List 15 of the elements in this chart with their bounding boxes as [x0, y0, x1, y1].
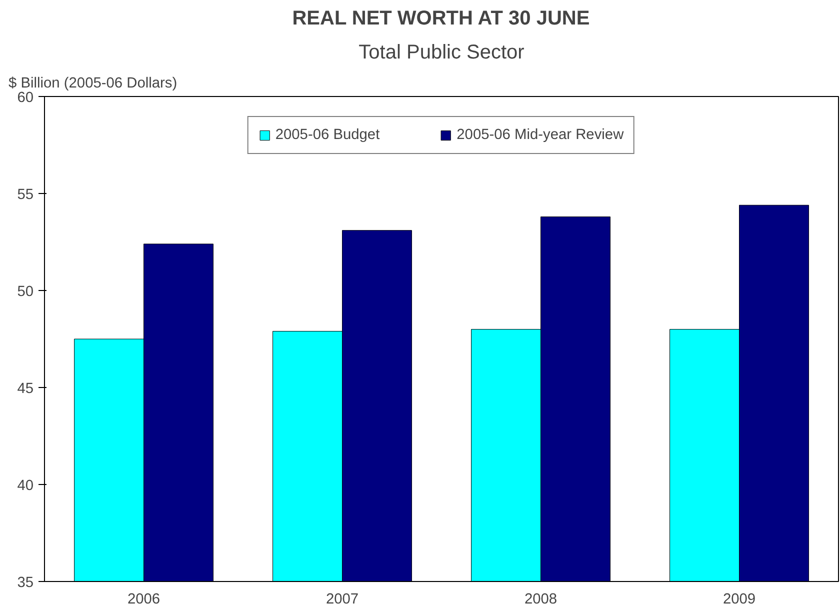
y-axis-title: $ Billion (2005-06 Dollars): [8, 76, 178, 92]
y-tick-label: 55: [17, 187, 34, 203]
chart-title: REAL NET WORTH AT 30 JUNE: [292, 8, 590, 30]
y-tick-label: 45: [17, 381, 34, 397]
y-tick-label: 60: [17, 90, 34, 106]
x-tick-label: 2007: [326, 592, 359, 606]
y-tick-label: 50: [17, 284, 34, 300]
y-tick-label: 35: [17, 575, 34, 591]
x-tick-label: 2009: [722, 592, 756, 606]
x-tick-label: 2008: [524, 592, 558, 606]
chart-subtitle: Total Public Sector: [358, 42, 525, 64]
x-tick-label: 2006: [127, 592, 160, 606]
legend-label: 2005-06 Budget: [275, 127, 380, 143]
y-tick-label: 40: [17, 478, 34, 494]
legend-label: 2005-06 Mid-year Review: [456, 127, 624, 143]
